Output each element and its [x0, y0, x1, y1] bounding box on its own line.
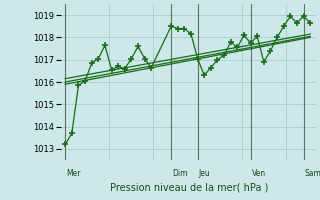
Text: Sam: Sam: [305, 169, 320, 178]
Text: Ven: Ven: [252, 169, 266, 178]
Text: Jeu: Jeu: [199, 169, 211, 178]
Text: Dim: Dim: [172, 169, 188, 178]
Text: Mer: Mer: [66, 169, 81, 178]
Text: Pression niveau de la mer( hPa ): Pression niveau de la mer( hPa ): [110, 182, 268, 192]
